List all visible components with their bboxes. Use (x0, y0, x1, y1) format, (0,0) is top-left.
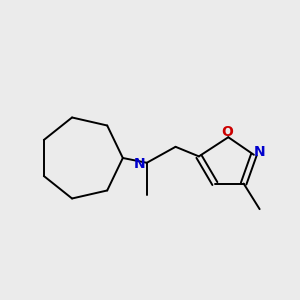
Text: O: O (221, 125, 232, 139)
Text: N: N (254, 145, 266, 159)
Text: N: N (134, 158, 146, 171)
